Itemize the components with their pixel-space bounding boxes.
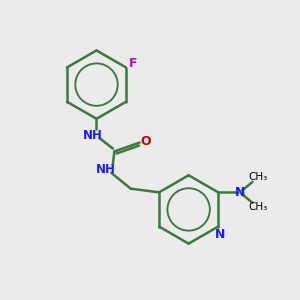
Text: N: N [235, 186, 246, 199]
Text: O: O [140, 135, 151, 148]
Text: CH₃: CH₃ [249, 172, 268, 182]
Text: CH₃: CH₃ [249, 202, 268, 212]
Text: NH: NH [95, 163, 116, 176]
Text: N: N [214, 228, 225, 242]
Text: F: F [128, 57, 137, 70]
Text: NH: NH [83, 129, 103, 142]
